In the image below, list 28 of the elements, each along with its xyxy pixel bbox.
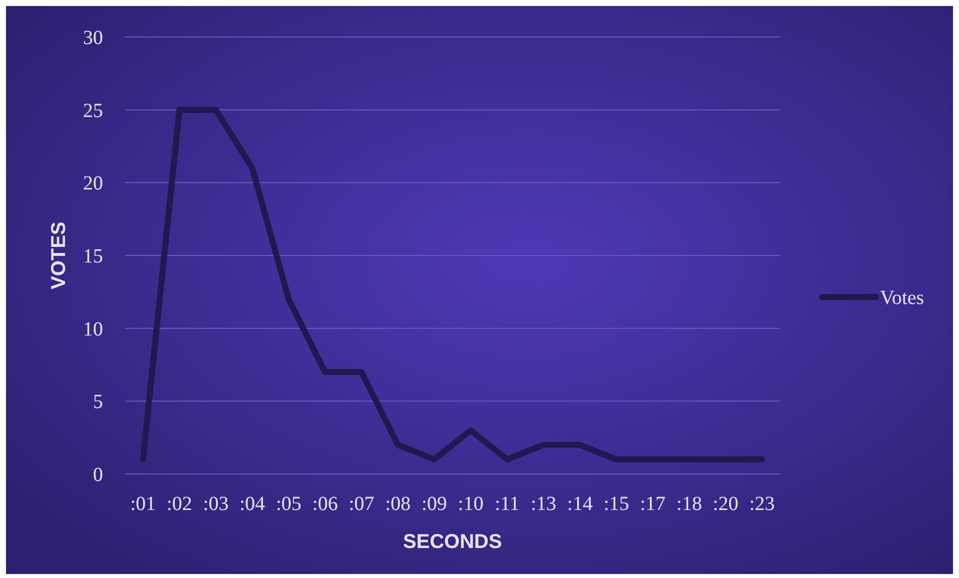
- y-tick-label: 25: [83, 100, 103, 122]
- y-tick-label: 20: [83, 172, 103, 195]
- x-tick-label: :07: [348, 493, 374, 515]
- y-tick-label: 0: [93, 464, 103, 486]
- x-tick-label: :06: [312, 493, 338, 515]
- x-tick-label: :23: [749, 493, 775, 515]
- x-tick-label: :02: [166, 493, 192, 515]
- legend-label: Votes: [880, 287, 924, 309]
- x-tick-label: :11: [494, 493, 520, 515]
- x-tick-label: :10: [458, 493, 484, 515]
- x-tick-label: :13: [530, 493, 556, 515]
- x-axis-title: SECONDS: [403, 531, 502, 553]
- x-tick-label: :15: [604, 493, 630, 515]
- x-tick-label: :01: [130, 493, 156, 515]
- y-tick-label: 30: [83, 27, 103, 49]
- x-tick-label: :05: [276, 493, 302, 515]
- x-tick-label: :20: [712, 493, 738, 515]
- y-tick-label: 10: [83, 318, 103, 340]
- x-tick-label: :17: [640, 493, 666, 515]
- y-tick-label: 5: [93, 391, 103, 414]
- y-tick-label: 15: [83, 246, 103, 268]
- x-tick-label: :08: [385, 493, 411, 515]
- x-tick-label: :04: [239, 493, 266, 515]
- x-tick-label: :09: [422, 493, 448, 515]
- x-tick-label: :03: [203, 493, 229, 515]
- x-tick-label: :18: [676, 493, 702, 515]
- y-axis-title: VOTES: [48, 222, 70, 290]
- x-tick-label: :14: [567, 493, 593, 515]
